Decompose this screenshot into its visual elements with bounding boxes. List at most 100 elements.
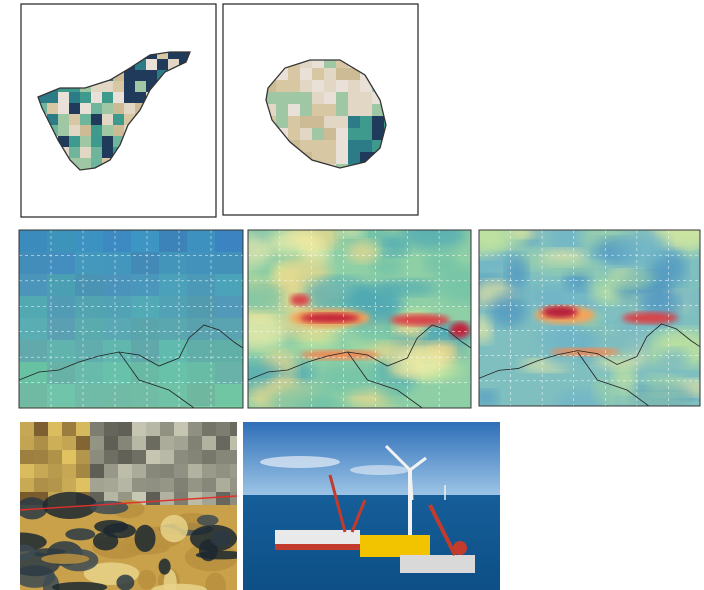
field-blob [268, 385, 335, 408]
grid-cell [91, 81, 102, 92]
grid-cell [103, 384, 131, 406]
grid-cell [131, 406, 159, 408]
grid-cell [360, 116, 372, 128]
map-frame [18, 229, 244, 409]
pixel-block [160, 492, 174, 506]
grid-cell [157, 52, 168, 59]
grid-cell [131, 362, 159, 384]
pixel-block [188, 422, 202, 436]
grid-cell [131, 296, 159, 318]
grid-cell [19, 230, 47, 252]
grid-cell [75, 252, 103, 274]
turbine-blade [384, 444, 412, 472]
grid-cell [69, 125, 80, 136]
barge [400, 555, 475, 573]
pixel-block [34, 450, 48, 464]
grid-cell [312, 104, 324, 116]
grid-cell [360, 128, 372, 140]
grid-cell [135, 81, 146, 92]
grid-cell [324, 92, 336, 104]
grid-cell [159, 230, 187, 252]
map-panel [248, 230, 471, 408]
pixel-block [174, 436, 188, 450]
pixel-block [34, 436, 48, 450]
pixel-block [20, 478, 34, 492]
rock [158, 558, 171, 575]
grid-cell [348, 80, 360, 92]
grid-cell [19, 384, 47, 406]
crane-base [453, 541, 467, 555]
grid-cell [47, 103, 58, 114]
grid-cell [324, 128, 336, 140]
grid-cell [124, 92, 135, 103]
pixel-block [216, 478, 230, 492]
grid-cell [348, 68, 360, 80]
rock [160, 514, 188, 543]
field-blob [437, 265, 471, 304]
grid-cell [215, 406, 243, 408]
pixel-block [202, 464, 216, 478]
grid-cell [75, 230, 103, 252]
grid-cell [348, 152, 360, 164]
grid-cell [276, 104, 288, 116]
crane-boom [328, 474, 347, 533]
rock [103, 523, 136, 539]
grid-cell [215, 340, 243, 362]
hot-band [300, 313, 360, 323]
hot-band [390, 314, 450, 326]
grid-cell [91, 136, 102, 147]
pixel-block [216, 436, 230, 450]
field-blob [269, 230, 322, 254]
pixel-block [48, 464, 62, 478]
grid-cell [103, 318, 131, 340]
grid-cell [80, 147, 91, 158]
grid-cell [288, 116, 300, 128]
grid-cell [75, 406, 103, 408]
grid-cell [215, 362, 243, 384]
grid-cell [91, 103, 102, 114]
field-blob [248, 233, 276, 267]
field-blob [587, 271, 655, 289]
grid-cell [300, 128, 312, 140]
grid-cell [336, 60, 348, 68]
hot-band [290, 294, 310, 306]
grid-cell [131, 340, 159, 362]
grid-cell [58, 136, 69, 147]
grid-cell [69, 147, 80, 158]
coastline [265, 59, 387, 169]
pixel-block [20, 422, 34, 436]
pixel-block [216, 422, 230, 436]
grid-cell [113, 92, 124, 103]
rock [210, 530, 232, 547]
grid-cell [75, 296, 103, 318]
pixel-block [230, 478, 237, 492]
grid-cell [312, 80, 324, 92]
grid-cell [131, 318, 159, 340]
field-blob [615, 230, 670, 265]
pixel-block [202, 436, 216, 450]
grid-cell [336, 116, 348, 128]
grid-cell [80, 136, 91, 147]
grid-cell [312, 116, 324, 128]
grid-cell [187, 318, 215, 340]
grid-cell [215, 274, 243, 296]
field-blob [338, 230, 365, 238]
pixel-block [202, 450, 216, 464]
pixel-block [216, 450, 230, 464]
field-blob [248, 313, 289, 349]
grid-cell [324, 140, 336, 152]
grid-cell [288, 80, 300, 92]
grid-cell [312, 68, 324, 80]
grid-cell [146, 81, 157, 92]
grid-cell [103, 340, 131, 362]
pixel-block [174, 464, 188, 478]
grid-cell [187, 384, 215, 406]
rock [204, 572, 227, 590]
grid-cell [146, 70, 157, 81]
grid-cell [300, 104, 312, 116]
pixel-block [34, 478, 48, 492]
grid-cell [288, 128, 300, 140]
field-blob [381, 239, 410, 257]
